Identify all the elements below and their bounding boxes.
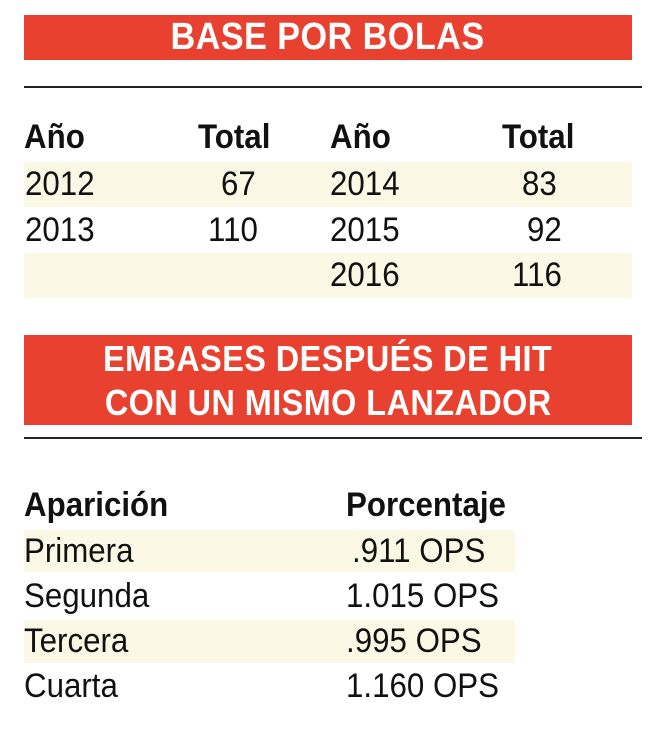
ops-cell: 1.160 OPS [346, 667, 500, 705]
section1-title: BASE POR BOLAS [170, 16, 486, 58]
total-cell: 83 [522, 165, 557, 203]
header-appearance: Aparición [24, 486, 169, 524]
total-cell: 92 [527, 211, 562, 249]
year-cell: 2014 [330, 165, 400, 203]
section2-title-line1: EMBASES DESPUÉS DE HIT [103, 338, 553, 379]
row-highlight [24, 162, 632, 207]
ops-cell: .995 OPS [346, 622, 482, 660]
total-cell: 67 [221, 165, 256, 203]
header-year: Año [330, 118, 391, 156]
header-total: Total [198, 118, 271, 156]
row-highlight [24, 530, 515, 572]
divider [24, 437, 642, 439]
appearance-cell: Primera [24, 532, 134, 570]
appearance-cell: Segunda [24, 577, 150, 615]
year-cell: 2016 [330, 256, 400, 294]
header-total: Total [502, 118, 575, 156]
appearance-cell: Cuarta [24, 667, 118, 705]
row-highlight [24, 253, 632, 298]
divider [24, 86, 642, 88]
section2-title-bar: EMBASES DESPUÉS DE HIT CON UN MISMO LANZ… [24, 335, 632, 425]
total-cell: 110 [208, 211, 258, 249]
year-cell: 2013 [25, 211, 95, 249]
section2-title-line2: CON UN MISMO LANZADOR [104, 382, 552, 423]
ops-cell: 1.015 OPS [346, 577, 500, 615]
section1-title-bar: BASE POR BOLAS [24, 15, 632, 60]
total-cell: 116 [512, 256, 562, 294]
appearance-cell: Tercera [24, 622, 129, 660]
row-highlight [24, 620, 515, 663]
header-year: Año [24, 118, 85, 156]
header-percentage: Porcentaje [346, 486, 506, 524]
year-cell: 2015 [330, 211, 400, 249]
ops-cell: .911 OPS [352, 532, 486, 570]
year-cell: 2012 [25, 165, 95, 203]
